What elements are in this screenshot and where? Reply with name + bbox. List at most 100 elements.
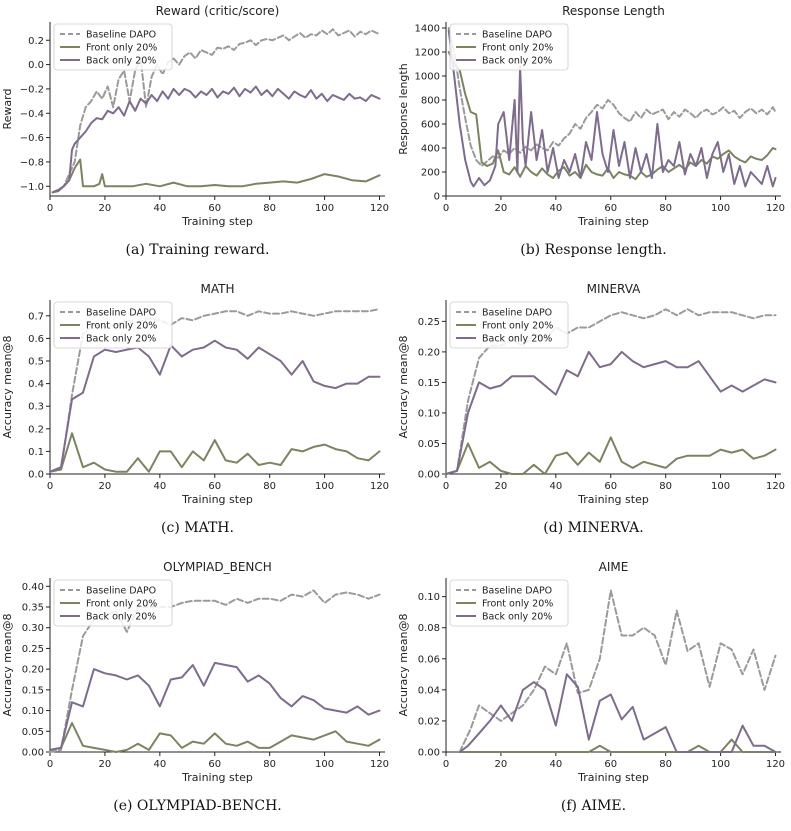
y-tick-label: −0.4	[20, 109, 44, 120]
y-tick-label: −1.0	[20, 182, 44, 193]
x-axis-label: Training step	[577, 771, 649, 784]
legend-label: Baseline DAPO	[86, 586, 156, 597]
y-tick-label: 1200	[415, 48, 440, 59]
chart-title: MATH	[201, 282, 235, 296]
series-line-front-only-20	[49, 432, 381, 473]
y-axis-label: Accuracy mean@8	[397, 614, 410, 717]
x-tick-label: 40	[549, 203, 562, 214]
x-tick-label: 40	[549, 481, 562, 492]
legend-label: Baseline DAPO	[482, 30, 552, 41]
x-tick-label: 100	[711, 481, 730, 492]
x-tick-label: 100	[315, 759, 334, 770]
legend-label: Back only 20%	[86, 334, 156, 345]
y-tick-label: 0.00	[22, 748, 44, 759]
chart-panel-4: OLYMPIAD_BENCH 0 20 40 60 80 100 120 0.00 0.05 0.1…	[0, 556, 395, 831]
y-tick-label: 400	[421, 144, 440, 155]
x-tick-label: 20	[99, 203, 112, 214]
x-axis-label: Training step	[577, 215, 649, 228]
y-tick-label: 0.04	[418, 685, 440, 696]
series-line-baseline-dapo	[51, 28, 381, 194]
legend-label: Back only 20%	[86, 56, 156, 67]
y-tick-label: 0.15	[418, 378, 440, 389]
x-tick-label: 0	[443, 481, 449, 492]
legend-label: Front only 20%	[482, 321, 553, 332]
x-tick-label: 40	[549, 759, 562, 770]
y-tick-label: 0.3	[28, 402, 44, 413]
x-tick-label: 100	[711, 759, 730, 770]
chart-panel-1: Response Length 0 20 40 60 80 100 120 0 200 400 600…	[396, 0, 791, 275]
y-tick-label: 0.25	[418, 317, 440, 328]
series-line-front-only-20	[445, 436, 777, 475]
y-tick-label: 0.5	[28, 357, 44, 368]
x-axis-label: Training step	[181, 493, 253, 506]
y-tick-label: 0.05	[22, 727, 44, 738]
chart-title: Reward (critic/score)	[156, 4, 280, 18]
x-axis-label: Training step	[181, 215, 253, 228]
legend-label: Front only 20%	[86, 321, 157, 332]
y-tick-label: 0.6	[28, 334, 44, 345]
x-tick-label: 40	[153, 203, 166, 214]
y-tick-label: 1400	[415, 24, 440, 35]
x-tick-label: 20	[495, 481, 508, 492]
x-tick-label: 120	[370, 759, 389, 770]
y-axis-label: Accuracy mean@8	[1, 614, 14, 717]
y-tick-label: 0.1	[28, 447, 44, 458]
legend-label: Front only 20%	[482, 43, 553, 54]
y-tick-label: −0.2	[20, 84, 44, 95]
x-tick-label: 0	[47, 481, 53, 492]
chart-panel-2: MATH 0 20 40 60 80 100 120 0.0 0.1 0.2 0.3 0.4 0.5 0.6…	[0, 278, 395, 553]
legend-box	[449, 301, 569, 349]
x-tick-label: 80	[263, 203, 276, 214]
x-tick-label: 60	[604, 203, 617, 214]
series-line-front-only-20	[447, 51, 777, 181]
y-tick-label: 0.0	[28, 470, 44, 481]
series-line-back-only-20	[445, 350, 777, 475]
x-tick-label: 60	[208, 481, 221, 492]
x-tick-label: 60	[208, 759, 221, 770]
legend-box	[449, 23, 569, 71]
y-axis-label: Accuracy mean@8	[1, 336, 14, 439]
y-tick-label: 0.00	[418, 748, 440, 759]
y-tick-label: 0.2	[28, 36, 44, 47]
y-tick-label: 0	[434, 192, 440, 203]
x-axis-label: Training step	[181, 771, 253, 784]
x-tick-label: 20	[99, 759, 112, 770]
chart-svg: MINERVA 0 20 40 60 80 100 120 0.00 0.05 0.10 0.15 0.…	[397, 282, 785, 506]
chart-title: OLYMPIAD_BENCH	[163, 560, 272, 574]
x-tick-label: 60	[208, 203, 221, 214]
y-axis-label: Accuracy mean@8	[397, 336, 410, 439]
x-tick-label: 120	[370, 203, 389, 214]
y-tick-label: 0.06	[418, 654, 440, 665]
y-tick-label: 0.20	[418, 347, 440, 358]
legend-label: Front only 20%	[482, 599, 553, 610]
x-tick-label: 0	[47, 759, 53, 770]
y-axis-label: Reward	[1, 89, 14, 130]
y-tick-label: 0.08	[418, 623, 440, 634]
y-tick-label: 0.10	[418, 592, 440, 603]
x-tick-label: 80	[659, 481, 672, 492]
y-tick-label: 0.0	[28, 60, 44, 71]
x-axis-label: Training step	[577, 493, 649, 506]
series-line-back-only-20	[49, 339, 381, 473]
series-line-baseline-dapo	[447, 27, 777, 167]
x-tick-label: 120	[766, 759, 785, 770]
chart-panel-5: AIME 0 20 40 60 80 100 120 0.00 0.02 0.04 0.06 0.08 0…	[396, 556, 791, 831]
figure-caption: (d) MINERVA.	[543, 520, 644, 536]
x-tick-label: 60	[604, 759, 617, 770]
y-axis-label: Response length	[397, 63, 410, 154]
x-tick-label: 40	[153, 481, 166, 492]
series-line-baseline-dapo	[458, 589, 777, 753]
x-tick-label: 80	[659, 759, 672, 770]
x-tick-label: 0	[47, 203, 53, 214]
figure-caption: (b) Response length.	[520, 242, 667, 258]
legend-box	[53, 301, 173, 349]
y-tick-label: 0.7	[28, 311, 44, 322]
x-tick-label: 100	[315, 481, 334, 492]
legend-label: Back only 20%	[482, 612, 552, 623]
figure-caption: (a) Training reward.	[125, 242, 270, 258]
y-tick-label: 0.2	[28, 424, 44, 435]
y-tick-label: 0.25	[22, 644, 44, 655]
legend-label: Baseline DAPO	[86, 308, 156, 319]
y-tick-label: 0.40	[22, 582, 44, 593]
